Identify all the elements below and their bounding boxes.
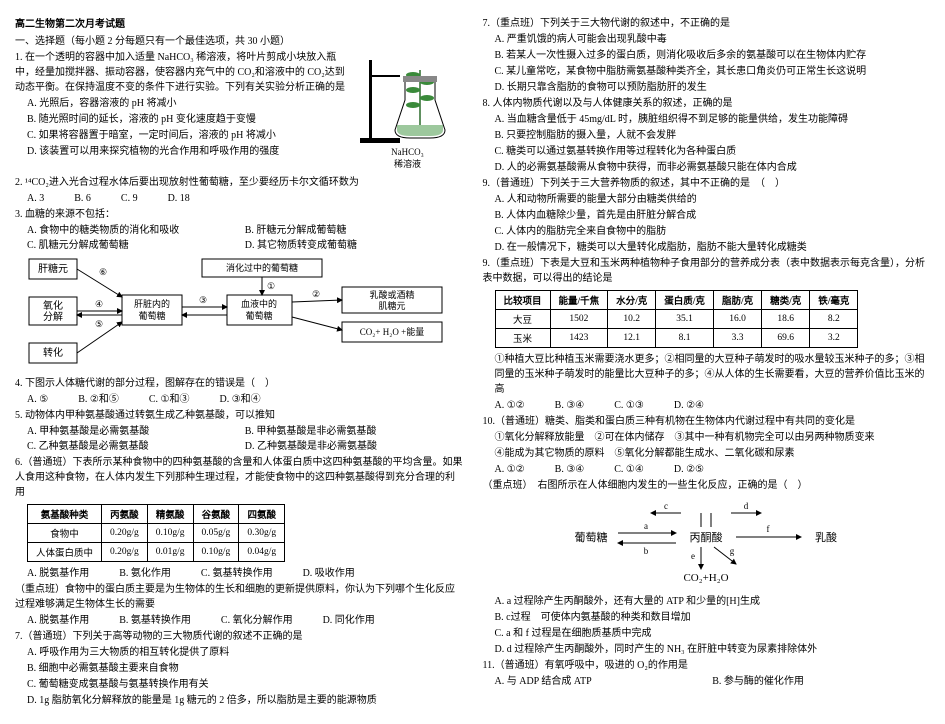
q4-options: A. ⑤B. ②和⑤C. ①和③D. ③和④ xyxy=(15,392,463,407)
q4-stem: 4. 下图示人体糖代谢的部分过程，图解存在的错误是（ ） xyxy=(15,376,463,391)
q9b-options: A. ①②B. ③④C. ①③D. ②④ xyxy=(483,398,931,413)
q7-opt-b: B. 细胞中必需氨基酸主要来自食物 xyxy=(15,661,463,676)
q3-stem: 3. 血糖的来源不包括： xyxy=(15,207,463,222)
q10b-opt-d: D. d 过程除产生丙酮酸外，同时产生的 NH₃ 在肝脏中转变为尿素排除体外 xyxy=(483,642,931,657)
svg-text:葡萄糖: 葡萄糖 xyxy=(138,310,165,321)
section-1-heading: 一、选择题（每小题 2 分每题只有一个最佳选项，共 30 小题） xyxy=(15,34,463,49)
q9-opt-b: B. 人体内血糖除少量，首先是由肝脏分解合成 xyxy=(483,208,931,223)
q10b-opt-b: B. c过程 可使体内氨基酸的种类和数目增加 xyxy=(483,610,931,625)
q3-row1: A. 食物中的糖类物质的消化和吸收B. 肝糖元分解成葡萄糖 xyxy=(15,223,463,238)
glucose-flow-diagram: 肝糖元 氧化 分解 转化 肝脏内的 葡萄糖 消化过中的葡萄糖 血液中的 葡萄糖 xyxy=(27,257,463,370)
svg-text:④: ④ xyxy=(95,299,103,309)
svg-text:⑤: ⑤ xyxy=(95,319,103,329)
svg-text:②: ② xyxy=(312,289,320,299)
q7b-opt-a: A. 严重饥饿的病人可能会出现乳酸中毒 xyxy=(483,32,931,47)
q9b-post: ①种植大豆比种植玉米需要浇水更多；②相同量的大豆种子萌发时的吸水量较玉米种子的多… xyxy=(483,352,931,397)
q10b-stem: （重点班） 右图所示在人体细胞内发生的一些生化反应，正确的是（ ） xyxy=(483,478,931,493)
svg-text:CO₂+ H₂O +能量: CO₂+ H₂O +能量 xyxy=(360,326,424,337)
pyruvate-diagram: 葡萄糖 丙酮酸 乳酸 CO₂+H₂O a b f c d xyxy=(483,499,931,588)
q9b-table: 比较项目能量/千焦水分/克蛋白质/克脂肪/克糖类/克铁/毫克 大豆150210.… xyxy=(495,290,859,348)
q6b-stem: （重点班）食物中的蛋白质主要是为生物体的生长和细胞的更新提供原料，你认为下列哪个… xyxy=(15,582,463,612)
svg-text:乳酸或酒精: 乳酸或酒精 xyxy=(369,289,414,300)
svg-text:肌糖元: 肌糖元 xyxy=(378,300,405,311)
q7b-opt-b: B. 若某人一次性摄入过多的蛋白质，则消化吸收后多余的氨基酸可以在生物体内贮存 xyxy=(483,48,931,63)
svg-text:转化: 转化 xyxy=(43,346,63,359)
q6-stem: 6.（普通班）下表所示某种食物中的四种氨基酸的含量和人体蛋白质中这四种氨基酸的平… xyxy=(15,455,463,500)
q6b-options: A. 脱氨基作用B. 氨基转换作用C. 氧化分解作用D. 同化作用 xyxy=(15,613,463,628)
svg-text:消化过中的葡萄糖: 消化过中的葡萄糖 xyxy=(226,262,298,273)
q11-row1: A. 与 ADP 结合成 ATPB. 参与酶的催化作用 xyxy=(483,674,931,689)
q7-opt-c: C. 葡萄糖变成氨基酸与氨基转换作用有关 xyxy=(15,677,463,692)
fig1-label-2: 稀溶液 xyxy=(394,159,421,169)
svg-text:血液中的: 血液中的 xyxy=(241,298,277,309)
q2-stem: 2. ¹⁴CO₂进入光合过程水体后要出现放射性葡萄糖，至少要经历卡尔文循环数为 xyxy=(15,175,463,190)
q7-opt-a: A. 呼吸作用为三大物质的相互转化提供了原料 xyxy=(15,645,463,660)
q8-stem: 8. 人体内物质代谢以及与人体健康关系的叙述，正确的是 xyxy=(483,96,931,111)
svg-text:c: c xyxy=(664,501,668,511)
q5-row1: A. 甲种氨基酸是必需氨基酸B. 甲种氨基酸是非必需氨基酸 xyxy=(15,424,463,439)
q10-line1: ①氧化分解释放能量 ②可在体内储存 ③其中一种有机物完全可以由另两种物质变来 xyxy=(483,430,931,445)
svg-text:丙酮酸: 丙酮酸 xyxy=(690,530,723,544)
q3-row2: C. 肌糖元分解成葡萄糖D. 其它物质转变成葡萄糖 xyxy=(15,238,463,253)
q9-opt-c: C. 人体内的脂肪完全来自食物中的脂肪 xyxy=(483,224,931,239)
q7b-stem: 7.（重点班）下列关于三大物代谢的叙述中，不正确的是 xyxy=(483,16,931,31)
q10-options: A. ①②B. ③④C. ①④D. ②⑤ xyxy=(483,462,931,477)
fig1-label-1: NaHCO₃ xyxy=(391,147,424,157)
q6-options: A. 脱氨基作用B. 氨化作用C. 氨基转换作用D. 吸收作用 xyxy=(15,566,463,581)
svg-text:氧化: 氧化 xyxy=(43,299,63,312)
q7b-opt-d: D. 长期只靠含脂肪的食物可以预防脂肪肝的发生 xyxy=(483,80,931,95)
svg-text:f: f xyxy=(767,524,770,534)
svg-text:分解: 分解 xyxy=(43,310,63,323)
left-column: 高二生物第二次月考试题 一、选择题（每小题 2 分每题只有一个最佳选项，共 30… xyxy=(15,15,463,709)
q10-stem: 10.（普通班）糖类、脂类和蛋白质三种有机物在生物体内代谢过程中有共同的变化是 xyxy=(483,414,931,429)
svg-text:d: d xyxy=(744,501,749,511)
svg-text:乳酸: 乳酸 xyxy=(815,530,837,544)
svg-text:①: ① xyxy=(267,281,275,291)
exam-title: 高二生物第二次月考试题 xyxy=(15,15,463,30)
svg-text:葡萄糖: 葡萄糖 xyxy=(245,310,272,321)
q7b-opt-c: C. 某儿童常吃，某食物中脂肪需氨基酸种类齐全，其长患口角炎仍可正常生长这说明 xyxy=(483,64,931,79)
q6-table: 氨基酸种类丙氨酸精氨酸谷氨酸四氨酸 食物中0.20g/g0.10g/g0.05g… xyxy=(27,504,285,562)
q9-stem: 9.（普通班）下列关于三大营养物质的叙述，其中不正确的是 （ ） xyxy=(483,176,931,191)
svg-text:肝糖元: 肝糖元 xyxy=(38,262,68,275)
q5-stem: 5. 动物体内甲种氨基酸通过转氨生成乙种氨基酸，可以推知 xyxy=(15,408,463,423)
svg-text:葡萄糖: 葡萄糖 xyxy=(575,530,608,544)
svg-text:g: g xyxy=(730,546,735,556)
svg-text:③: ③ xyxy=(199,295,207,305)
q2-options: A. 3B. 6C. 9D. 18 xyxy=(15,191,463,206)
svg-text:a: a xyxy=(644,521,648,531)
q9b-stem: 9.（重点班）下表是大豆和玉米两种植物种子食用部分的营养成分表（表中数据表示每克… xyxy=(483,256,931,286)
svg-text:⑥: ⑥ xyxy=(99,267,107,277)
q10b-opt-c: C. a 和 f 过程是在细胞质基质中完成 xyxy=(483,626,931,641)
q5-row2: C. 乙种氨基酸是必需氨基酸D. 乙种氨基酸是非必需氨基酸 xyxy=(15,439,463,454)
q9-opt-d: D. 在一般情况下，糖类可以大量转化成脂肪，脂肪不能大量转化成糖类 xyxy=(483,240,931,255)
q8-opt-c: C. 糖类可以通过氨基转换作用等过程转化为各种蛋白质 xyxy=(483,144,931,159)
q10-line2: ④能成为其它物质的原料 ⑤氧化分解都能生成水、二氧化碳和尿素 xyxy=(483,446,931,461)
apparatus-figure: NaHCO₃ 稀溶液 xyxy=(353,50,463,170)
svg-text:肝脏内的: 肝脏内的 xyxy=(134,298,170,309)
q10b-opt-a: A. a 过程除产生丙酮酸外，还有大量的 ATP 和少量的[H]生成 xyxy=(483,594,931,609)
q8-opt-b: B. 只要控制脂肪的摄入量，人就不会发胖 xyxy=(483,128,931,143)
q11-stem: 11.（普通班）有氧呼吸中，吸进的 O₂的作用是 xyxy=(483,658,931,673)
svg-text:b: b xyxy=(644,546,649,556)
right-column: 7.（重点班）下列关于三大物代谢的叙述中，不正确的是 A. 严重饥饿的病人可能会… xyxy=(483,15,931,709)
svg-text:e: e xyxy=(691,551,695,561)
q8-opt-d: D. 人的必需氨基酸需从食物中获得，而非必需氨基酸只能在体内合成 xyxy=(483,160,931,175)
q9-opt-a: A. 人和动物所需要的能量大部分由糖类供给的 xyxy=(483,192,931,207)
q7-stem: 7.（普通班）下列关于高等动物的三大物质代谢的叙述不正确的是 xyxy=(15,629,463,644)
svg-text:CO₂+H₂O: CO₂+H₂O xyxy=(684,572,729,584)
q8-opt-a: A. 当血糖含量低于 45mg/dL 时，胰脏组织得不到足够的能量供给，发生功能… xyxy=(483,112,931,127)
q7-opt-d: D. 1g 脂肪氧化分解释放的能量是 1g 糖元的 2 倍多，所以脂肪是主要的能… xyxy=(15,693,463,708)
